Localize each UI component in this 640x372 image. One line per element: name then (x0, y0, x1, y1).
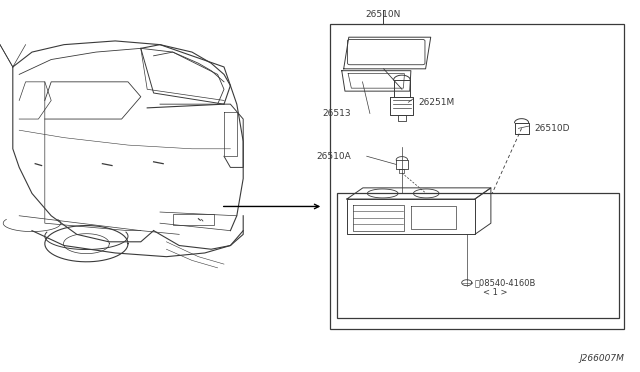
Text: 26510D: 26510D (534, 124, 570, 133)
Text: 26251M: 26251M (418, 98, 454, 107)
Text: J266007M: J266007M (579, 354, 624, 363)
Bar (337, 193, 619, 318)
Bar (330, 24, 624, 329)
Text: < 1 >: < 1 > (483, 288, 508, 296)
Text: Ⓜ08540-4160B: Ⓜ08540-4160B (474, 278, 536, 287)
Text: 26510A: 26510A (316, 152, 351, 161)
Text: 26513: 26513 (322, 109, 351, 118)
Text: 26510N: 26510N (365, 10, 401, 19)
